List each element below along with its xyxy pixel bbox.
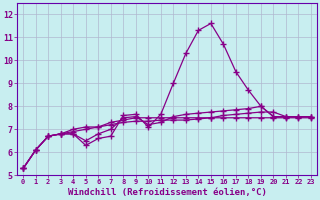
X-axis label: Windchill (Refroidissement éolien,°C): Windchill (Refroidissement éolien,°C): [68, 188, 267, 197]
